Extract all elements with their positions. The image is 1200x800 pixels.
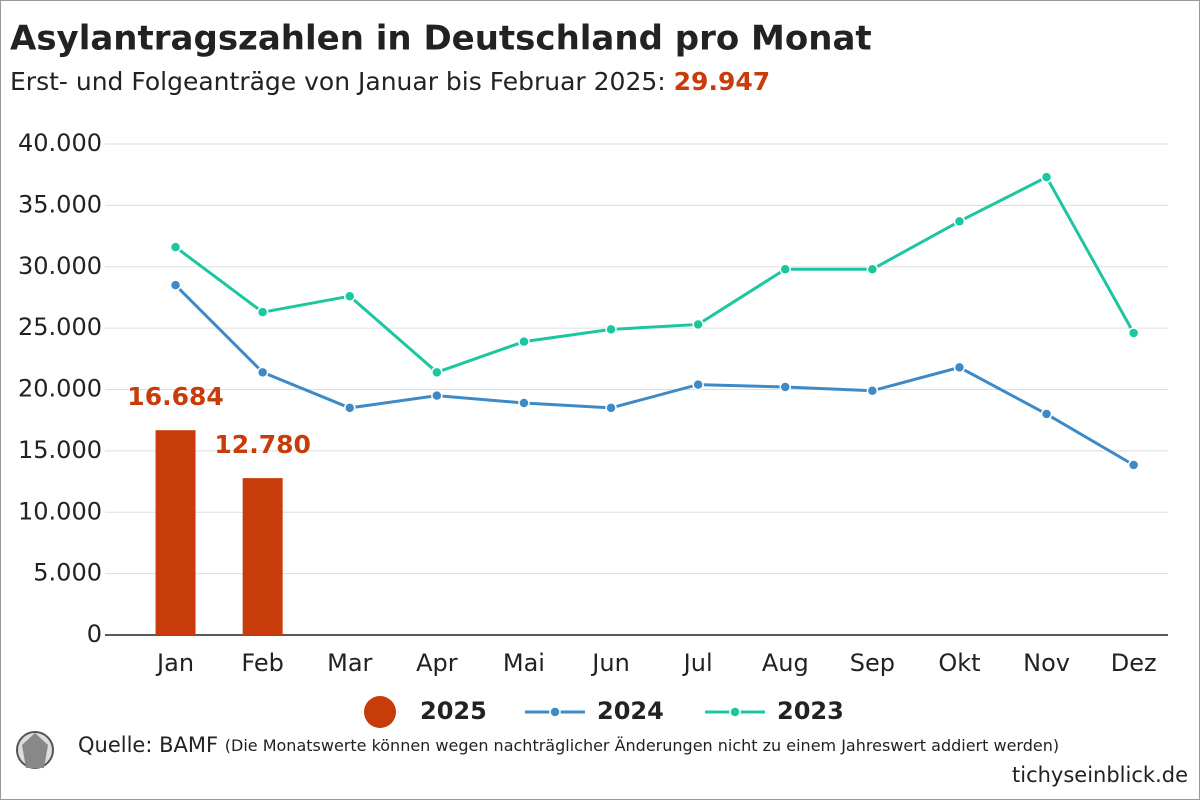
x-tick-label: Okt <box>938 649 980 677</box>
point <box>1040 408 1053 420</box>
value-label: 16.684 <box>127 382 223 411</box>
line <box>174 284 1135 467</box>
legend-label: 2024 <box>597 697 664 725</box>
y-tick-label: 25.000 <box>18 313 102 341</box>
point <box>866 384 879 397</box>
source: Quelle: BAMF (Die Monatswerte können weg… <box>78 733 1059 757</box>
point <box>256 366 269 379</box>
legend-label: 2023 <box>777 697 844 725</box>
point <box>1127 327 1140 339</box>
point <box>779 263 791 275</box>
point <box>605 402 617 414</box>
y-tick-label: 35.000 <box>18 190 102 218</box>
point <box>692 318 704 331</box>
point <box>779 381 791 393</box>
y-tick-label: 30.000 <box>18 252 102 280</box>
x-tick-label: Mar <box>327 649 372 677</box>
y-tick-label: 10.000 <box>18 497 102 525</box>
legend-swatch <box>364 696 396 728</box>
subtitle-value: 29.947 <box>674 67 770 96</box>
point <box>169 241 182 253</box>
point <box>431 389 443 402</box>
bar <box>242 478 283 635</box>
value-label: 12.780 <box>214 430 310 459</box>
point <box>953 215 966 228</box>
x-tick-label: Jul <box>682 649 713 677</box>
legend-swatch <box>729 706 741 718</box>
x-tick-label: Jun <box>590 649 630 677</box>
line <box>174 175 1135 375</box>
legend-swatch <box>549 706 561 718</box>
chart-title: Asylantragszahlen in Deutschland pro Mon… <box>10 19 872 59</box>
point <box>518 335 530 348</box>
x-tick-label: Mai <box>503 649 545 677</box>
source-text: Quelle: BAMF <box>78 733 218 757</box>
point <box>518 397 530 409</box>
point <box>605 323 617 336</box>
point <box>1127 459 1140 471</box>
bar <box>155 430 196 635</box>
point <box>953 361 966 374</box>
publisher: tichyseinblick.de <box>1012 763 1188 787</box>
subtitle-text: Erst- und Folgeanträge von Januar bis Fe… <box>10 67 666 96</box>
y-tick-label: 5.000 <box>33 559 102 587</box>
point <box>169 279 182 291</box>
x-tick-label: Feb <box>241 649 284 677</box>
x-tick-label: Dez <box>1111 649 1157 677</box>
point <box>866 263 879 275</box>
x-tick-label: Jan <box>155 649 194 677</box>
y-tick-label: 15.000 <box>18 436 102 464</box>
y-tick-label: 20.000 <box>18 375 102 403</box>
point <box>431 366 443 379</box>
point <box>344 402 356 414</box>
note: (Die Monatswerte können wegen nachträgli… <box>225 736 1059 755</box>
x-tick-label: Aug <box>762 649 809 677</box>
y-tick-label: 0 <box>87 620 102 648</box>
point <box>344 290 356 302</box>
point <box>1040 171 1053 183</box>
subtitle: Erst- und Folgeanträge von Januar bis Fe… <box>10 67 770 96</box>
logo <box>16 731 54 769</box>
y-tick-label: 40.000 <box>18 129 102 157</box>
x-tick-label: Nov <box>1023 649 1070 677</box>
point <box>256 306 269 318</box>
legend-label: 2025 <box>420 697 487 725</box>
x-tick-label: Apr <box>416 649 458 677</box>
point <box>692 378 704 391</box>
x-tick-label: Sep <box>850 649 895 677</box>
